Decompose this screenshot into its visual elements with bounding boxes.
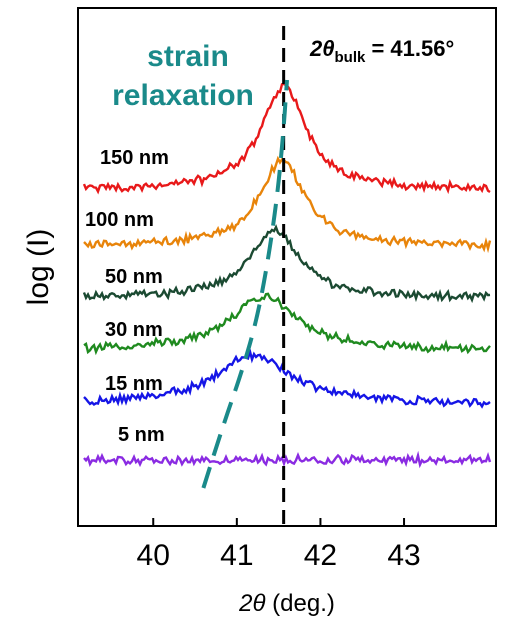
x-ticks: 40 41 42 43 [137, 518, 421, 572]
x-axis-label-unit: (deg.) [266, 590, 335, 617]
y-axis-label: log (I) [22, 229, 55, 306]
series-label-15-nm: 15 nm [105, 373, 163, 395]
annotation-strain: strain [147, 40, 229, 73]
x-tick-label-42: 42 [304, 539, 337, 572]
x-tick-label-41: 41 [220, 539, 253, 572]
series-line-30-nm [83, 292, 491, 356]
series-layer [82, 82, 492, 469]
x-axis-label: 2θ (deg.) [238, 590, 335, 617]
bulk-label: 2θbulk = 41.56° [309, 36, 454, 66]
bulk-label-sub: bulk [335, 49, 366, 66]
bulk-label-value: = 41.56° [365, 36, 454, 61]
series-line-5-nm [83, 450, 492, 469]
strain-relaxation-curve [201, 79, 289, 489]
x-tick-label-43: 43 [387, 539, 420, 572]
series-line-50-nm [82, 224, 491, 304]
series-line-100-nm [83, 155, 492, 254]
annotation-relaxation: relaxation [112, 79, 254, 112]
series-label-30-nm: 30 nm [105, 319, 163, 341]
x-axis-label-symbol: 2θ [238, 590, 265, 617]
series-label-150-nm: 150 nm [100, 147, 169, 169]
plot-frame [77, 7, 497, 527]
series-line-15-nm [83, 347, 491, 409]
x-tick-label-40: 40 [137, 539, 170, 572]
bulk-label-prefix: 2θ [309, 36, 335, 61]
series-label-50-nm: 50 nm [105, 266, 163, 288]
series-label-100-nm: 100 nm [85, 209, 154, 231]
series-labels: 150 nm 100 nm 50 nm 30 nm 15 nm 5 nm [85, 147, 169, 446]
series-label-5-nm: 5 nm [118, 424, 165, 446]
